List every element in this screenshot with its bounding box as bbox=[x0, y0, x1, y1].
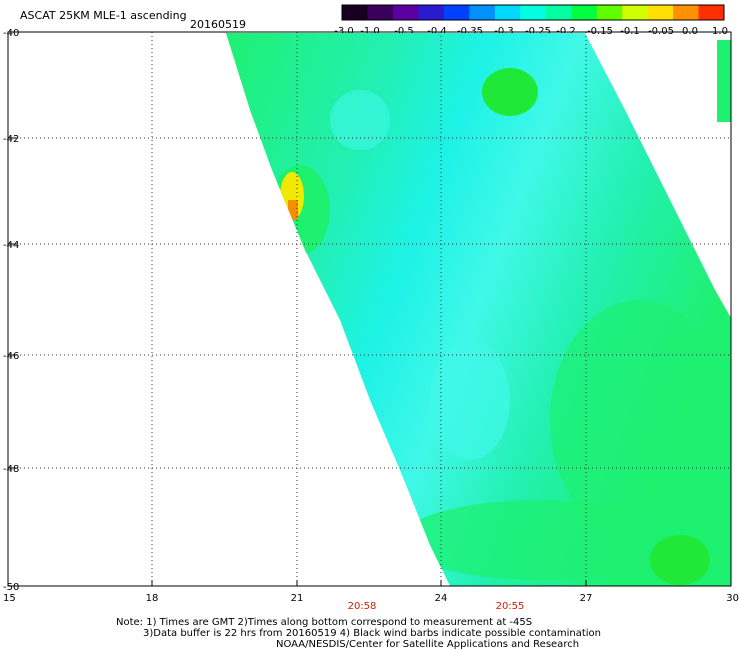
product-title: ASCAT 25KM MLE-1 ascending bbox=[20, 9, 187, 22]
swath-cyan-top bbox=[330, 90, 390, 150]
latitude-tick-label: -46 bbox=[3, 351, 19, 362]
data-swath bbox=[226, 33, 731, 586]
longitude-tick-label: 21 bbox=[291, 593, 304, 604]
colorbar-segment bbox=[367, 5, 394, 20]
longitude-tick-label: 24 bbox=[435, 593, 448, 604]
colorbar-segment bbox=[673, 5, 700, 20]
colorbar-segment bbox=[418, 5, 445, 20]
swath-orange-patch bbox=[288, 200, 298, 220]
longitude-tick-label: 27 bbox=[580, 593, 593, 604]
latitude-tick-label: -44 bbox=[3, 240, 19, 251]
colorbar-segment bbox=[392, 5, 419, 20]
longitude-tick-label: 30 bbox=[726, 593, 739, 604]
latitude-tick-label: -48 bbox=[3, 464, 19, 475]
colorbar-segment bbox=[342, 5, 368, 20]
longitude-tick-label: 18 bbox=[146, 593, 159, 604]
colorbar-segment bbox=[698, 5, 725, 20]
latitude-ticks: -40 -42 -44 -46 -48 -50 bbox=[3, 28, 19, 593]
longitude-ticks: 15 18 21 24 27 30 bbox=[3, 580, 739, 604]
colorbar-border bbox=[341, 4, 725, 21]
footer-credit: NOAA/NESDIS/Center for Satellite Applica… bbox=[276, 639, 580, 650]
latitude-tick-label: -50 bbox=[3, 582, 19, 593]
measurement-time-label: 20:55 bbox=[496, 601, 525, 612]
swath-right-strip bbox=[717, 40, 731, 122]
colorbar-segment bbox=[571, 5, 598, 20]
latitude-tick-label: -40 bbox=[3, 28, 19, 39]
colorbar-segment bbox=[494, 5, 521, 20]
swath-body bbox=[226, 33, 731, 586]
colorbar-segment bbox=[469, 5, 496, 20]
longitude-tick-label: 15 bbox=[3, 593, 16, 604]
colorbar-segment bbox=[520, 5, 547, 20]
latitude-tick-label: -42 bbox=[3, 134, 19, 145]
colorbar-segment bbox=[596, 5, 623, 20]
measurement-time-label: 20:58 bbox=[348, 601, 377, 612]
product-date: 20160519 bbox=[190, 18, 246, 31]
lat-lon-grid bbox=[8, 32, 731, 586]
colorbar-segment bbox=[622, 5, 649, 20]
colorbar-segment bbox=[545, 5, 572, 20]
swath-cyan-core bbox=[430, 340, 510, 460]
footer-note-2: 3)Data buffer is 22 hrs from 20160519 4)… bbox=[143, 628, 601, 639]
swath-green-corner bbox=[650, 535, 710, 585]
plot-frame bbox=[7, 31, 732, 587]
frame-border bbox=[7, 31, 732, 587]
swath-green-bottom bbox=[400, 500, 680, 580]
colorbar-segment bbox=[443, 5, 470, 20]
colorbar-segment bbox=[647, 5, 674, 20]
swath-green-region bbox=[550, 300, 730, 540]
footer-note-1: Note: 1) Times are GMT 2)Times along bot… bbox=[116, 617, 533, 628]
time-labels: 20:58 20:55 bbox=[348, 601, 525, 612]
swath-green-patch bbox=[482, 68, 538, 116]
